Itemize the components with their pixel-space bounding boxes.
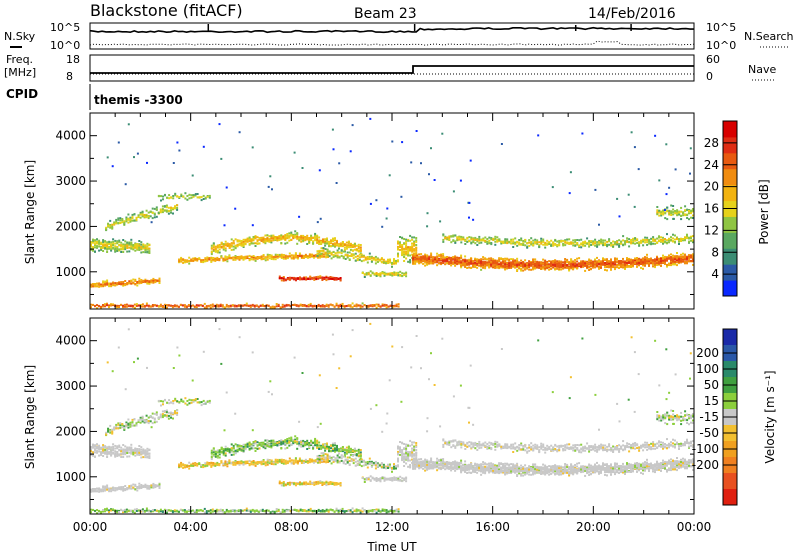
velocity-colorbar-tick: 100 xyxy=(696,362,719,376)
velocity-ytick-label: 2000 xyxy=(55,424,86,438)
time-tick-label: 00:00 xyxy=(677,520,712,534)
nsearch-label: N.Search xyxy=(744,30,794,43)
time-axis-label: Time UT xyxy=(366,540,417,554)
time-tick-label: 12:00 xyxy=(375,520,410,534)
freq-unit: [MHz] xyxy=(4,66,36,79)
velocity-colorbar-tick: -50 xyxy=(699,426,719,440)
power-colorbar-tick: 16 xyxy=(704,202,719,216)
cpid-panel: CPID themis -3300 xyxy=(6,84,183,110)
velocity-colorbar-tick: -15 xyxy=(699,410,719,424)
cpid-value: themis -3300 xyxy=(94,93,183,107)
nsky-trace xyxy=(89,26,694,34)
time-tick-label: 20:00 xyxy=(576,520,611,534)
velocity-scatter xyxy=(90,322,694,515)
velocity-ytick-label: 1000 xyxy=(55,470,86,484)
velocity-ytick-label: 4000 xyxy=(55,334,86,348)
station-title: Blackstone (fitACF) xyxy=(90,1,243,20)
velocity-colorbar-tick: -200 xyxy=(692,458,719,472)
nsky-tick-low: 10^0 xyxy=(50,39,80,52)
nsearch-tick-high: 10^5 xyxy=(706,21,736,34)
power-colorbar-tick: 8 xyxy=(711,245,719,259)
freq-trace xyxy=(90,65,694,74)
time-tick-label: 00:00 xyxy=(73,520,108,534)
velocity-panel: 1000 2000 3000 4000 00:00 04:00 08:00 12:00 16:0… xyxy=(23,317,712,554)
time-tick-label: 16:00 xyxy=(475,520,510,534)
nave-tick-low: 0 xyxy=(706,70,713,83)
power-colorbar-label: Power [dB] xyxy=(757,179,771,244)
nave-tick-high: 60 xyxy=(706,53,720,66)
freq-tick-low: 8 xyxy=(66,70,73,83)
velocity-colorbar: Velocity [m s⁻¹] 200 100 50 15 -15 -50 -100 -20… xyxy=(692,328,777,506)
power-ylabel: Slant Range [km] xyxy=(23,160,37,264)
nsky-panel: N.Sky 10^5 10^0 10^5 10^0 N.Search xyxy=(4,21,794,52)
velocity-colorbar-tick: 15 xyxy=(704,394,719,408)
velocity-colorbar-tick: -100 xyxy=(692,442,719,456)
power-panel: 1000 2000 3000 4000 Slant Range [km] xyxy=(23,112,695,310)
nsearch-trace xyxy=(89,40,695,46)
date-title: 14/Feb/2016 xyxy=(588,6,676,22)
time-tick-label: 08:00 xyxy=(274,520,309,534)
power-colorbar-tick: 28 xyxy=(704,136,719,150)
nsky-label: N.Sky xyxy=(4,30,36,43)
velocity-colorbar-label: Velocity [m s⁻¹] xyxy=(763,370,777,463)
beam-title: Beam 23 xyxy=(354,6,417,22)
nsearch-tick-low: 10^0 xyxy=(706,39,736,52)
power-ytick-label: 2000 xyxy=(55,219,86,233)
power-colorbar: Power [dB] 4 8 12 16 20 24 28 xyxy=(704,120,771,297)
velocity-ylabel: Slant Range [km] xyxy=(23,365,37,469)
power-colorbar-tick: 4 xyxy=(711,267,719,281)
velocity-colorbar-tick: 50 xyxy=(704,378,719,392)
power-ytick-label: 4000 xyxy=(55,129,86,143)
freq-label: Freq. xyxy=(6,53,33,66)
nsky-tick-high: 10^5 xyxy=(50,21,80,34)
power-ytick-label: 1000 xyxy=(55,265,86,279)
power-colorbar-tick: 20 xyxy=(704,180,719,194)
freq-panel: Freq. [MHz] 18 8 60 0 Nave xyxy=(4,53,776,83)
cpid-label: CPID xyxy=(6,87,38,101)
nave-label: Nave xyxy=(748,63,776,76)
time-tick-label: 04:00 xyxy=(173,520,208,534)
power-colorbar-tick: 24 xyxy=(704,158,719,172)
power-ytick-label: 3000 xyxy=(55,174,86,188)
power-colorbar-tick: 12 xyxy=(704,223,719,237)
velocity-colorbar-tick: 200 xyxy=(696,346,719,360)
freq-tick-high: 18 xyxy=(66,53,80,66)
velocity-ytick-label: 3000 xyxy=(55,379,86,393)
